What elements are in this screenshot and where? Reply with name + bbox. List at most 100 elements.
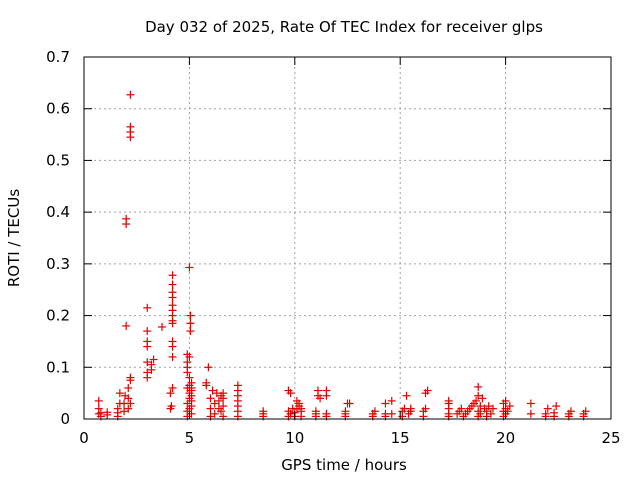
data-point bbox=[208, 386, 217, 395]
x-axis-title: GPS time / hours bbox=[281, 456, 407, 474]
data-point bbox=[219, 402, 228, 411]
data-point bbox=[183, 399, 192, 408]
data-point bbox=[143, 327, 152, 336]
data-point bbox=[187, 409, 196, 418]
data-point bbox=[474, 391, 483, 400]
data-point bbox=[552, 402, 561, 411]
data-point bbox=[124, 404, 133, 413]
data-point bbox=[168, 301, 177, 310]
y-tick-label: 0 bbox=[60, 410, 70, 428]
data-point bbox=[204, 363, 213, 372]
data-points bbox=[94, 90, 590, 421]
x-tick-label: 5 bbox=[185, 429, 195, 447]
data-point bbox=[387, 396, 396, 405]
data-point bbox=[167, 402, 176, 411]
data-point bbox=[526, 409, 535, 418]
x-tick-label: 20 bbox=[496, 429, 515, 447]
data-point bbox=[122, 321, 131, 330]
y-tick-label: 0.4 bbox=[46, 203, 70, 221]
data-point bbox=[259, 407, 268, 416]
chart-title: Day 032 of 2025, Rate Of TEC Index for r… bbox=[145, 18, 543, 36]
data-point bbox=[486, 409, 495, 418]
data-point bbox=[217, 407, 226, 416]
data-point bbox=[322, 409, 331, 418]
data-point bbox=[421, 404, 430, 413]
data-point bbox=[286, 409, 295, 418]
x-tick-label: 0 bbox=[79, 429, 89, 447]
data-point bbox=[387, 409, 396, 418]
data-point bbox=[478, 394, 487, 403]
data-point bbox=[501, 396, 510, 405]
data-point bbox=[168, 280, 177, 289]
data-point bbox=[444, 396, 453, 405]
data-point bbox=[157, 322, 166, 331]
data-point bbox=[168, 288, 177, 297]
data-point bbox=[505, 402, 514, 411]
data-point bbox=[143, 337, 152, 346]
data-point bbox=[297, 404, 306, 413]
data-point bbox=[166, 389, 175, 398]
data-point bbox=[122, 214, 131, 223]
data-point bbox=[476, 402, 485, 411]
x-tick-label: 10 bbox=[285, 429, 304, 447]
data-point bbox=[219, 389, 228, 398]
data-point bbox=[541, 409, 550, 418]
data-point bbox=[168, 271, 177, 280]
data-point bbox=[210, 399, 219, 408]
data-point bbox=[126, 399, 135, 408]
data-point bbox=[233, 381, 242, 390]
data-point bbox=[94, 396, 103, 405]
data-point bbox=[286, 389, 295, 398]
data-point bbox=[423, 386, 432, 395]
data-point bbox=[186, 319, 195, 328]
data-point bbox=[316, 394, 325, 403]
data-point bbox=[126, 122, 135, 131]
data-point bbox=[313, 386, 322, 395]
y-tick-label: 0.6 bbox=[46, 100, 70, 118]
data-point bbox=[206, 404, 215, 413]
data-point bbox=[149, 355, 158, 364]
data-point bbox=[581, 407, 590, 416]
data-point bbox=[115, 389, 124, 398]
data-point bbox=[210, 409, 219, 418]
data-point bbox=[103, 408, 112, 417]
data-point bbox=[186, 311, 195, 320]
data-point bbox=[457, 404, 466, 413]
data-point bbox=[124, 394, 133, 403]
data-point bbox=[526, 399, 535, 408]
y-axis-title: ROTI / TECUs bbox=[5, 189, 23, 287]
data-point bbox=[341, 407, 350, 416]
data-point bbox=[168, 337, 177, 346]
data-point bbox=[474, 382, 483, 391]
data-point bbox=[143, 358, 152, 367]
data-point bbox=[147, 360, 156, 369]
data-point bbox=[472, 396, 481, 405]
data-point bbox=[345, 399, 354, 408]
data-point bbox=[202, 378, 211, 387]
y-tick-label: 0.3 bbox=[46, 255, 70, 273]
data-point bbox=[186, 327, 195, 336]
data-point bbox=[566, 407, 575, 416]
data-point bbox=[214, 396, 223, 405]
data-point bbox=[402, 391, 411, 400]
data-point bbox=[381, 399, 390, 408]
axis-ticks: 0 5 10 15 20 25 0 0.1 0.2 0.3 0.4 0.5 0.6 0.7 bbox=[46, 48, 620, 447]
data-point bbox=[311, 407, 320, 416]
data-point bbox=[124, 383, 133, 392]
data-point bbox=[488, 404, 497, 413]
x-tick-label: 15 bbox=[391, 429, 410, 447]
data-point bbox=[185, 352, 194, 361]
data-point bbox=[370, 407, 379, 416]
data-point bbox=[550, 408, 559, 417]
data-point bbox=[476, 409, 485, 418]
data-point bbox=[503, 407, 512, 416]
data-point bbox=[183, 358, 192, 367]
data-point bbox=[187, 378, 196, 387]
data-point bbox=[406, 404, 415, 413]
y-tick-label: 0.2 bbox=[46, 307, 70, 325]
data-point bbox=[185, 373, 194, 382]
y-tick-label: 0.5 bbox=[46, 151, 70, 169]
data-point bbox=[484, 402, 493, 411]
data-point bbox=[295, 399, 304, 408]
